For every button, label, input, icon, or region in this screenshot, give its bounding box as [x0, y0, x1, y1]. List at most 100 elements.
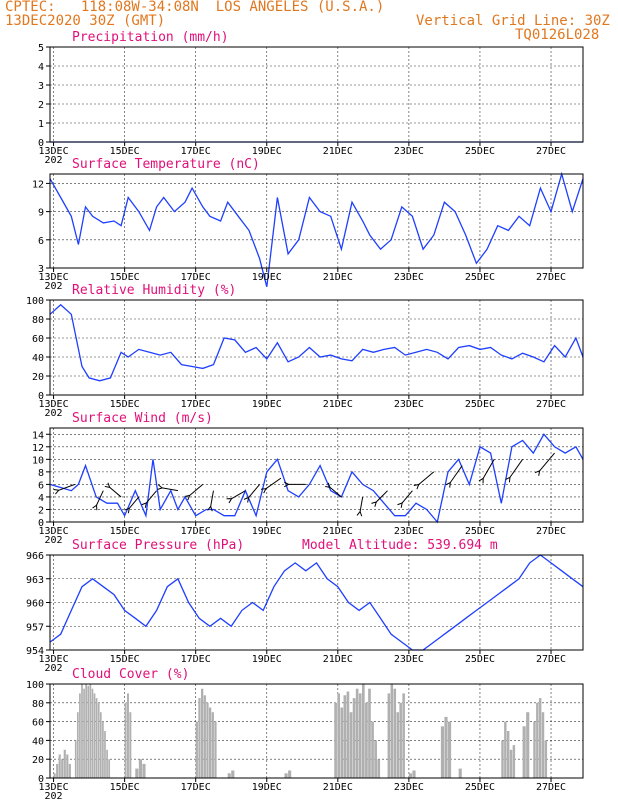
cloud-bar: [352, 698, 356, 778]
temperature-year-fragment: 202: [45, 281, 63, 292]
precipitation-xtick-label: 19DEC: [252, 146, 282, 157]
header-location: CPTEC: 118:08W-34:08N LOS ANGELES (U.S.A…: [5, 0, 385, 15]
cloud-cover-ytick-label: 80: [32, 699, 44, 710]
wind-arrow-head: [92, 504, 98, 511]
cloud-bar: [79, 693, 81, 778]
cloud-bar: [365, 702, 368, 778]
cloud-bar: [76, 712, 79, 778]
wind-arrow-head: [371, 501, 377, 507]
wind-xtick-label: 15DEC: [110, 526, 140, 537]
wind-arrow-head: [53, 489, 60, 495]
wind-frame: [49, 427, 584, 523]
cloud-bar: [346, 691, 350, 778]
temperature-xtick-label: 25DEC: [465, 272, 495, 283]
cloud-bar: [81, 684, 83, 778]
cloud-bar: [206, 702, 209, 778]
cloud-bar: [203, 695, 206, 778]
humidity-ytick-label: 100: [26, 296, 44, 307]
cloud-cover-xtick-label: 27DEC: [536, 782, 566, 793]
wind-arrow: [145, 490, 157, 504]
pressure-annotation: Model Altitude: 539.694 m: [302, 538, 498, 553]
wind-arrow: [248, 484, 261, 498]
cloud-bar: [444, 716, 448, 778]
wind-arrow: [509, 459, 524, 478]
wind-ytick-label: 14: [32, 430, 44, 441]
wind-arrow: [162, 487, 179, 492]
header-run-time: 13DEC2020 30Z (GMT): [5, 13, 166, 29]
cloud-bar: [95, 698, 98, 778]
precipitation-xtick-label: 27DEC: [536, 146, 566, 157]
cloud-bar: [106, 749, 108, 778]
humidity-xtick-label: 17DEC: [181, 399, 211, 410]
temperature-line: [49, 171, 584, 287]
cloud-bar: [512, 745, 516, 778]
precipitation-frame: [49, 46, 584, 143]
cloud-bar: [334, 702, 337, 778]
cloud-bar: [198, 698, 201, 778]
pressure-xtick-label: 19DEC: [252, 654, 282, 665]
cloud-bar: [58, 754, 61, 778]
wind-xtick-label: 21DEC: [323, 526, 353, 537]
humidity-ytick-label: 80: [32, 315, 44, 326]
cloud-bar: [506, 731, 510, 778]
cloud-bar: [377, 759, 381, 778]
wind-arrow: [231, 490, 246, 500]
temperature-title: Surface Temperature (nC): [72, 157, 260, 172]
wind-arrow-head: [226, 498, 233, 504]
cloud-bar: [214, 721, 217, 778]
temperature-xtick-label: 17DEC: [181, 272, 211, 283]
cloud-bar: [390, 684, 394, 778]
humidity-xtick-label: 27DEC: [536, 399, 566, 410]
humidity-frame: [49, 299, 584, 396]
wind-arrow: [359, 496, 364, 512]
wind-xtick-label: 25DEC: [465, 526, 495, 537]
cloud-cover-ytick-label: 60: [32, 718, 44, 729]
pressure-ytick-label: 957: [26, 622, 44, 633]
cloud-cover-xtick-label: 23DEC: [394, 782, 424, 793]
cloud-bar: [53, 773, 56, 778]
temperature-ytick-label: 9: [38, 208, 44, 219]
temperature-frame: [49, 173, 584, 269]
wind-arrow-head: [356, 510, 363, 517]
wind-arrow-head: [413, 483, 420, 490]
precipitation-xtick-label: 25DEC: [465, 146, 495, 157]
humidity-title: Relative Humidity (%): [72, 283, 236, 298]
wind-xtick-label: 19DEC: [252, 526, 282, 537]
cloud-cover-frame: [49, 683, 584, 779]
wind-title: Surface Wind (m/s): [72, 411, 213, 426]
pressure-xtick-label: 13DEC: [38, 654, 68, 665]
cloud-bar: [501, 740, 504, 778]
cloud-cover-xtick-label: 19DEC: [252, 782, 282, 793]
cloud-bar: [135, 768, 139, 778]
wind-line: [49, 433, 584, 524]
cloud-bar: [343, 695, 347, 778]
precipitation-xtick-label: 23DEC: [394, 146, 424, 157]
cloud-bar: [231, 770, 235, 778]
cloud-cover-xtick-label: 17DEC: [181, 782, 211, 793]
cloud-bar: [56, 763, 59, 778]
cloud-bar: [227, 773, 231, 778]
pressure-ytick-label: 963: [26, 575, 44, 586]
pressure-xtick-label: 23DEC: [394, 654, 424, 665]
cloud-bar: [440, 726, 445, 778]
cloud-bar: [368, 688, 371, 778]
cloud-bar: [104, 731, 106, 778]
cloud-bar: [288, 770, 292, 778]
wind-arrow-head: [284, 481, 290, 488]
humidity-xtick-label: 21DEC: [323, 399, 353, 410]
temperature-xtick-label: 27DEC: [536, 272, 566, 283]
precipitation-ytick-label: 5: [38, 43, 44, 54]
cloud-bar: [209, 707, 212, 778]
cloud-bar: [85, 684, 88, 778]
cloud-bar: [355, 688, 359, 778]
pressure-frame: [49, 554, 584, 651]
precipitation-year-fragment: 202: [45, 155, 63, 166]
wind-arrow: [539, 452, 555, 472]
wind-arrow: [418, 471, 435, 485]
cloud-bar: [509, 749, 513, 778]
cloud-bar: [211, 712, 214, 778]
cloud-bar: [541, 712, 545, 778]
wind-arrow-head: [325, 482, 331, 489]
cloud-bar: [402, 693, 405, 778]
